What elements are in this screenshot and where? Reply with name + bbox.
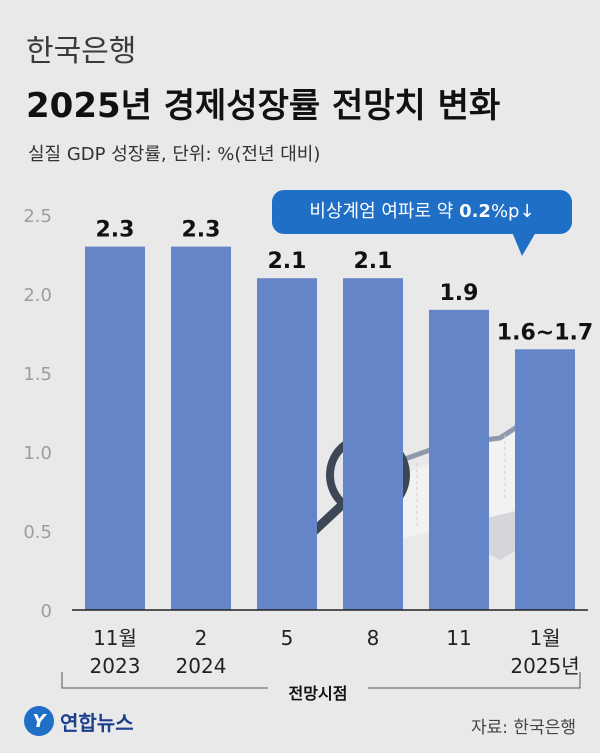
y-tick-label: 1.0 <box>23 443 52 464</box>
x-axis-title: 전망시점 <box>268 680 368 704</box>
callout-prefix: 비상계엄 여파로 약 <box>309 201 460 222</box>
y-tick-label: 0.5 <box>23 522 52 543</box>
y-tick-label: 0 <box>41 601 52 622</box>
y-tick-label: 2.5 <box>23 206 52 227</box>
x-tick-label: 1월 <box>529 626 560 650</box>
x-tick-label: 5 <box>281 626 294 650</box>
bar-data-label: 2.1 <box>268 249 307 274</box>
callout-suffix: %p↓ <box>490 201 535 222</box>
bar-chart: 0 0.5 1.0 1.5 2.0 2.5 2.3 11월 2023 2.3 2 2024 2.1 5 2.… <box>23 206 593 689</box>
bar <box>343 278 403 610</box>
bar <box>257 278 317 610</box>
bar-data-label: 1.9 <box>440 281 479 306</box>
chart-title: 2025년 경제성장률 전망치 변화 <box>26 86 501 126</box>
x-tick-label: 11월 <box>93 626 137 650</box>
bar-data-label: 2.3 <box>182 218 221 243</box>
yonhap-logo: Y 연합뉴스 <box>24 706 134 736</box>
chart-subtitle: 실질 GDP 성장률, 단위: %(전년 대비) <box>28 144 321 165</box>
y-tick-label: 2.0 <box>23 285 52 306</box>
bar-data-label: 2.3 <box>96 218 135 243</box>
x-tick-label: 8 <box>367 626 380 650</box>
header-org: 한국은행 <box>26 34 137 69</box>
bar-data-label: 2.1 <box>354 249 393 274</box>
bar <box>429 309 489 610</box>
y-tick-label: 1.5 <box>23 364 52 385</box>
x-tick-label: 2024 <box>176 654 227 678</box>
magnifier-chart-illustration <box>291 422 548 560</box>
yonhap-logo-icon: Y <box>24 706 54 736</box>
bar-data-label: 1.6~1.7 <box>497 320 593 345</box>
x-tick-label: 2 <box>195 626 208 650</box>
bar <box>171 246 231 610</box>
source-note: 자료: 한국은행 <box>471 718 576 738</box>
yonhap-logo-text: 연합뉴스 <box>60 710 134 735</box>
x-tick-label: 2025년 <box>510 654 579 678</box>
x-tick-label: 11 <box>446 626 471 650</box>
callout-value: 0.2 <box>459 201 491 222</box>
bar <box>85 246 145 610</box>
callout-pointer <box>512 232 536 256</box>
x-tick-label: 2023 <box>90 654 141 678</box>
callout-box: 비상계엄 여파로 약 0.2%p↓ <box>272 190 572 234</box>
bar <box>515 349 575 610</box>
